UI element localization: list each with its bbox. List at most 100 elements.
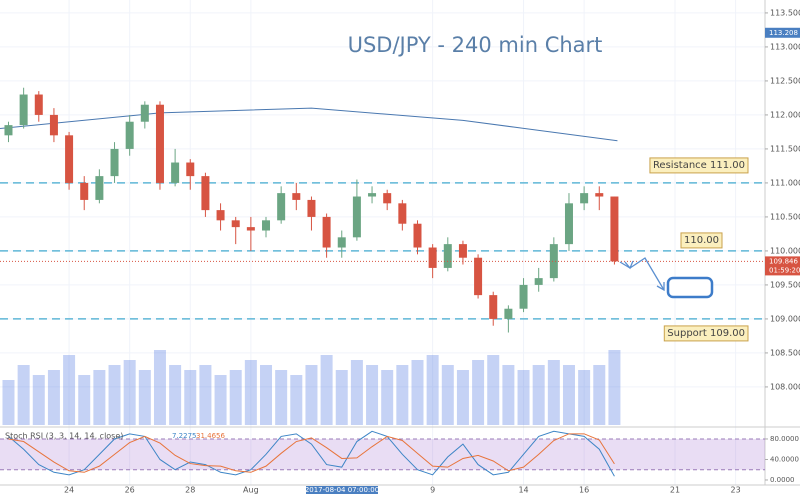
- volume-bar: [260, 365, 273, 425]
- volume-bar: [335, 370, 348, 425]
- candle-body: [549, 244, 558, 279]
- volume-bar: [532, 365, 545, 425]
- candle-body: [307, 199, 316, 217]
- countdown: 01:59:20: [769, 266, 800, 274]
- volume-bar: [305, 365, 318, 425]
- stoch-value: 7.2275: [172, 432, 197, 440]
- y-tick-label: 113.500: [770, 8, 800, 17]
- candle-body: [383, 193, 392, 204]
- candle-body: [4, 125, 13, 136]
- y-tick-label: 110.500: [770, 212, 800, 221]
- candle-body: [322, 216, 331, 248]
- candle-body: [277, 193, 286, 221]
- y-tick-label: 108.500: [770, 348, 800, 357]
- candle-body: [34, 94, 43, 115]
- last-price-label: 109.846: [769, 257, 798, 265]
- y-tick-label: 109.500: [770, 280, 800, 289]
- candle-body: [171, 162, 180, 183]
- level-label-bg: [680, 232, 723, 249]
- stoch-y-tick-label: 40.0000: [770, 455, 799, 463]
- x-tick-label: 16: [579, 486, 589, 495]
- volume-bar: [108, 365, 121, 425]
- volume-bar: [169, 365, 182, 425]
- x-tick-label: Aug: [243, 486, 259, 495]
- candle-body: [95, 176, 104, 200]
- candle-body: [580, 193, 589, 204]
- y-tick-label: 111.500: [770, 144, 800, 153]
- moving-average: [0, 107, 618, 142]
- candle-body: [337, 237, 346, 248]
- crosshair-bg: [306, 486, 378, 494]
- stoch-value: 31.4656: [196, 432, 225, 440]
- candle-body: [140, 104, 149, 122]
- candle-body: [110, 148, 119, 177]
- candle-body: [201, 176, 210, 211]
- volume-bar: [17, 365, 30, 425]
- volume-bar: [441, 365, 454, 425]
- y-tick-label: 112.000: [770, 110, 800, 119]
- volume-bar: [93, 370, 106, 425]
- candle-body: [231, 220, 240, 228]
- candle-body: [489, 295, 498, 319]
- volume-bar: [32, 375, 45, 425]
- volume-bar: [244, 360, 257, 425]
- volume-bar: [366, 365, 379, 425]
- y-tick-label: 113.000: [770, 42, 800, 51]
- candle-body: [216, 210, 225, 221]
- y-tick-label: 110.000: [770, 246, 800, 255]
- volume-bar: [562, 365, 575, 425]
- price-pane: [0, 87, 765, 333]
- volume-bar: [396, 365, 409, 425]
- volume-bar: [2, 380, 15, 425]
- volume-bar: [593, 365, 606, 425]
- y-tick-label: 108.000: [770, 382, 800, 391]
- x-tick-label: 21: [670, 486, 680, 495]
- stoch-y-tick-label: 0.0000: [770, 476, 795, 484]
- candle-body: [80, 182, 89, 200]
- x-tick-label: 9: [430, 486, 435, 495]
- candle-body: [155, 104, 164, 183]
- volume-bar: [350, 360, 363, 425]
- candle-body: [428, 247, 437, 268]
- candle-body: [443, 244, 452, 268]
- x-tick-label: 23: [731, 486, 741, 495]
- candle-body: [519, 284, 528, 309]
- candle-body: [610, 196, 619, 262]
- volume-bar: [381, 370, 394, 425]
- y-tick-label: 109.000: [770, 314, 800, 323]
- candle-body: [246, 227, 255, 231]
- volume-bar: [63, 355, 76, 425]
- chart-title: USD/JPY - 240 min Chart: [348, 33, 603, 57]
- candle-body: [49, 114, 58, 136]
- volume: [2, 350, 621, 425]
- stoch-title: Stoch RSI (3, 3, 14, 14, close): [5, 432, 123, 441]
- y-tick-label: 112.500: [770, 76, 800, 85]
- crosshair-time: 2017-08-04 07:00:00: [305, 486, 379, 494]
- volume-bar: [320, 355, 333, 425]
- volume-bar: [411, 360, 424, 425]
- level-label: Support 109.00: [667, 328, 745, 339]
- volume-bar: [608, 350, 621, 425]
- volume-bar: [184, 370, 197, 425]
- candle-body: [458, 244, 467, 258]
- candle-body: [368, 193, 377, 197]
- highlight-price-label: 113.208: [769, 29, 798, 37]
- volume-bar: [153, 350, 166, 425]
- candle-body: [504, 308, 513, 319]
- volume-bar: [517, 370, 530, 425]
- candle-body: [186, 162, 195, 177]
- volume-bar: [456, 370, 469, 425]
- stoch-line: [8, 430, 615, 477]
- volume-bar: [578, 370, 591, 425]
- candle-body: [474, 257, 483, 296]
- x-tick-label: 28: [185, 486, 195, 495]
- projection-arrow: [619, 257, 665, 291]
- level-label-bg: [649, 157, 749, 174]
- level-label: 110.00: [684, 235, 719, 246]
- volume-bar: [426, 355, 439, 425]
- volume-bar: [123, 360, 136, 425]
- stoch-line: [8, 433, 615, 473]
- candle-body: [292, 193, 301, 200]
